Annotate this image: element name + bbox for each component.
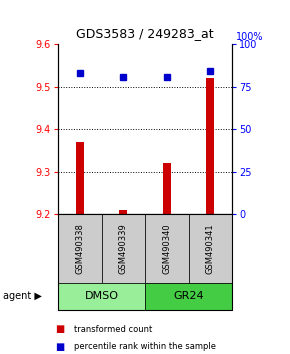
Text: DMSO: DMSO [84,291,119,302]
Text: ■: ■ [55,342,64,352]
Text: GSM490339: GSM490339 [119,223,128,274]
Text: ■: ■ [55,324,64,334]
Text: GSM490338: GSM490338 [75,223,84,274]
Title: GDS3583 / 249283_at: GDS3583 / 249283_at [76,27,214,40]
Text: percentile rank within the sample: percentile rank within the sample [74,342,216,352]
Text: GSM490341: GSM490341 [206,223,215,274]
Bar [163,163,171,214]
Bar [119,210,127,214]
Bar [206,78,214,214]
Bar [76,142,84,214]
Text: 100%: 100% [236,33,264,42]
Text: agent ▶: agent ▶ [3,291,42,302]
Text: transformed count: transformed count [74,325,152,334]
Text: GR24: GR24 [173,291,204,302]
Text: GSM490340: GSM490340 [162,223,171,274]
